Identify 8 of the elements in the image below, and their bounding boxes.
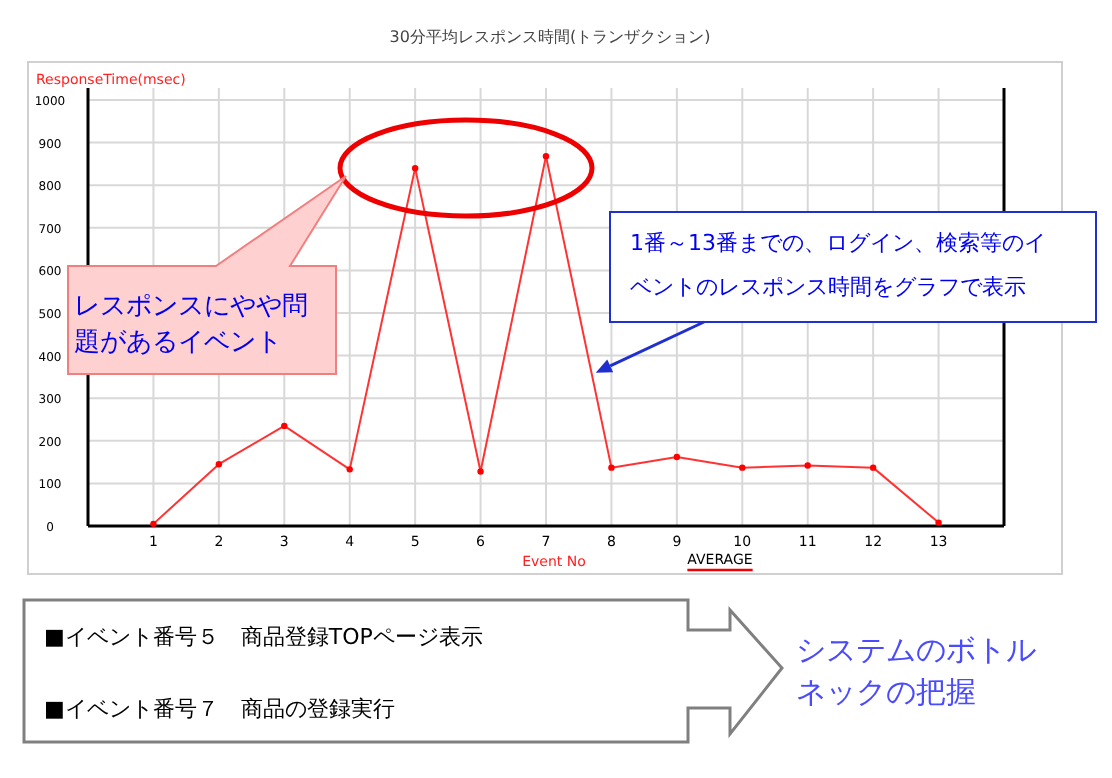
callout-line-description: 1番～13番までの、ログイン、検索等のイベントのレスポンス時間をグラフで表示 <box>595 211 1097 373</box>
callout-problem-events: レスポンスにやや問題があるイベント <box>67 117 595 375</box>
annotation: 1番～13番までの、ログイン、検索等のイベントのレスポンス時間をグラフで表示 <box>630 230 1046 300</box>
text: ■イベント番号５ 商品登録TOPページ表示 <box>44 624 483 650</box>
chart-title: 30分平均レスポンス時間(トランザクション) <box>389 28 711 46</box>
text: ■イベント番号７ 商品の登録実行 <box>44 696 395 722</box>
text: システムのボトルネックの把握 <box>796 632 1036 710</box>
annotation: レスポンスにやや問題があるイベント <box>74 292 308 358</box>
